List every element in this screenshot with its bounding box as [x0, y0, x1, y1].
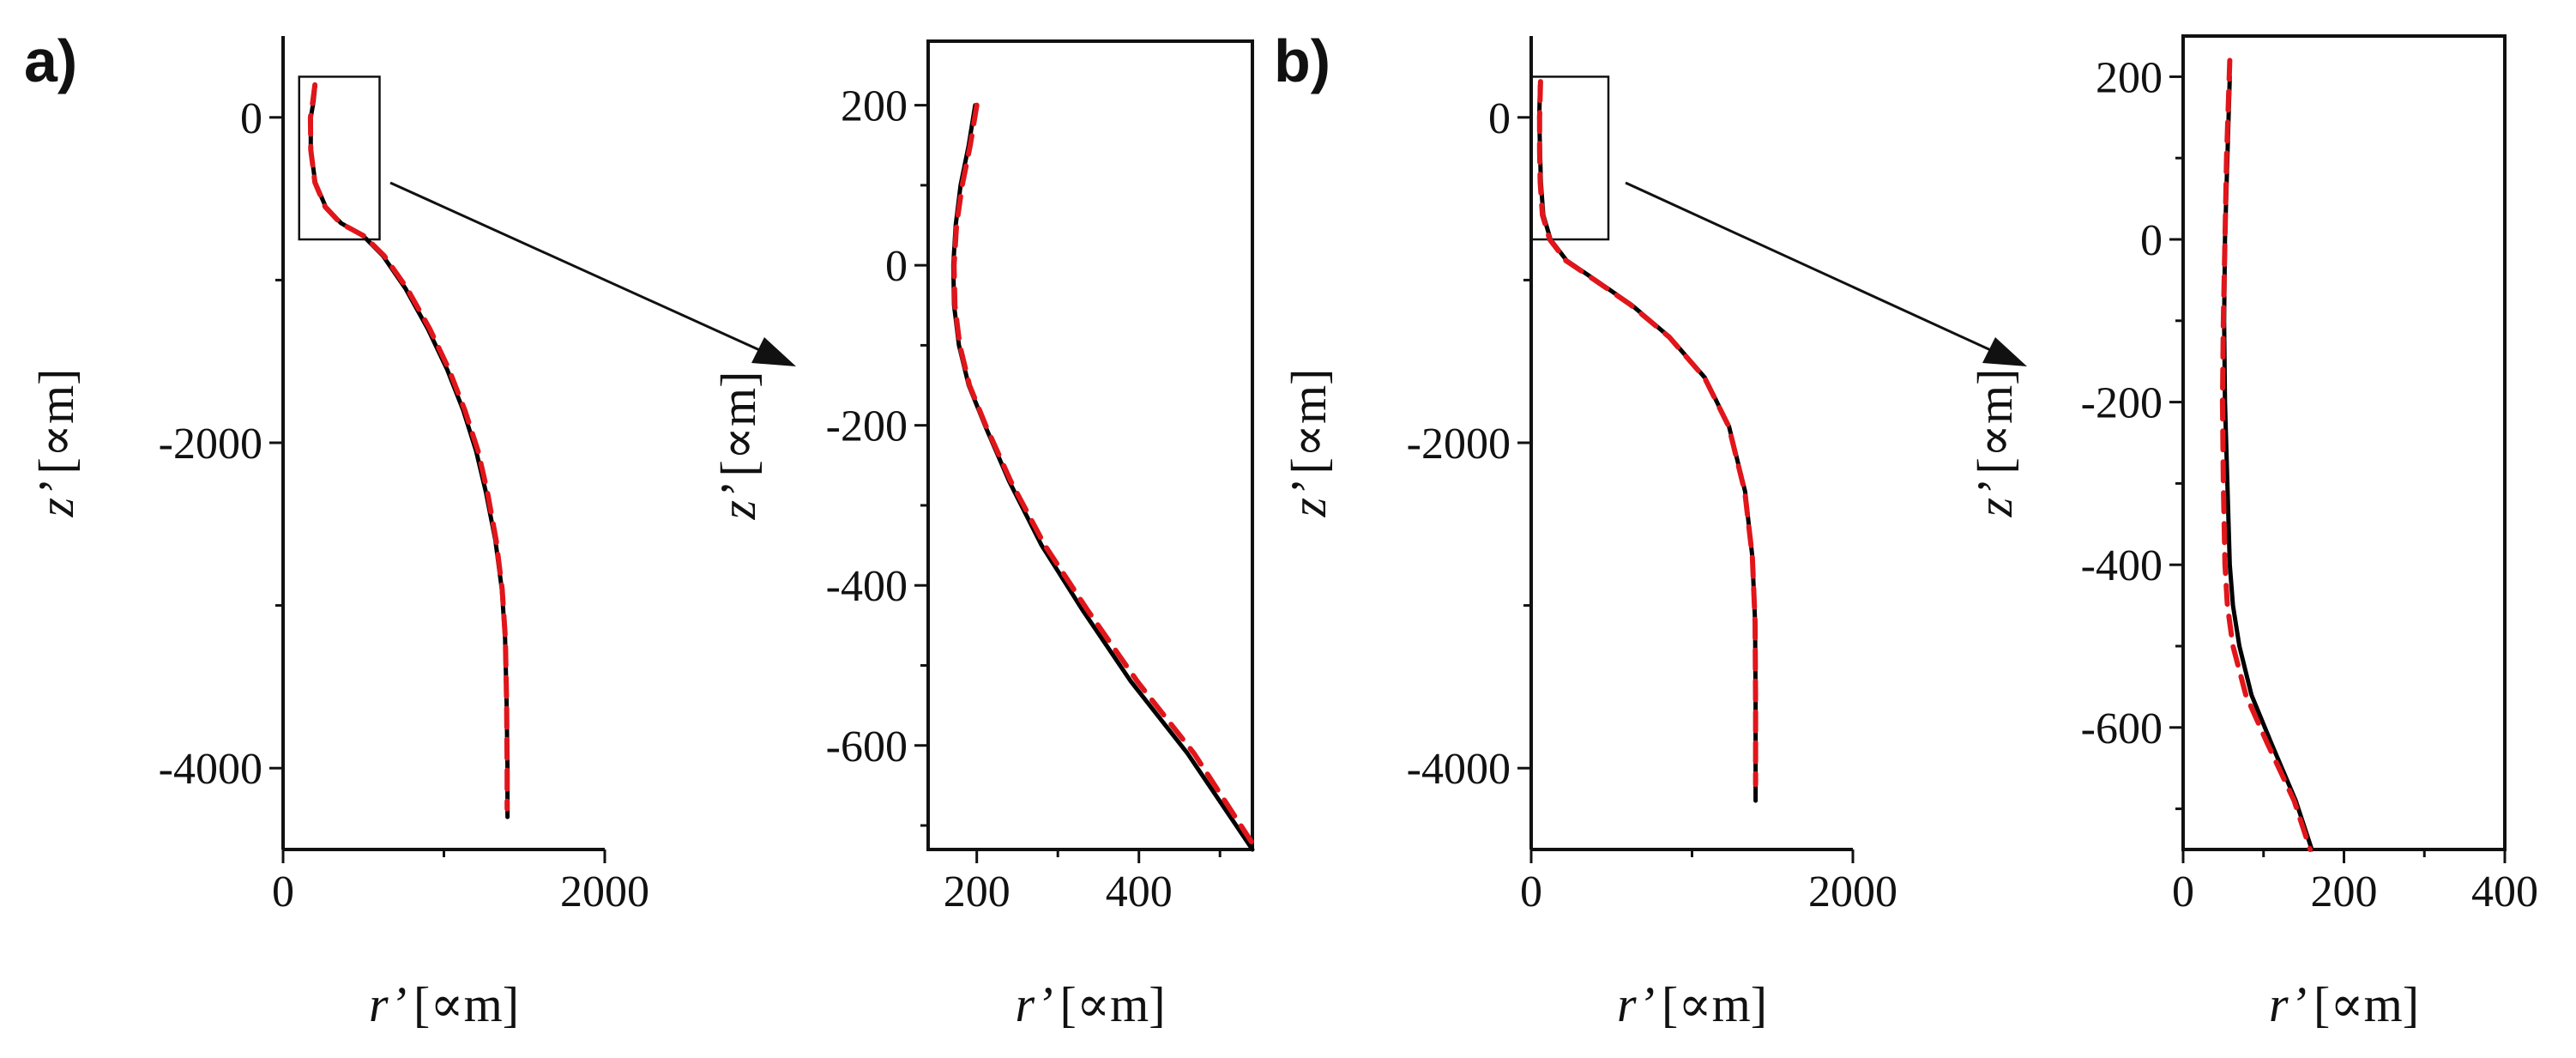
y-tick-label: 0 [240, 94, 262, 143]
x-tick-label: 2000 [1808, 868, 1897, 916]
y-axis-unit: [∝m] [28, 369, 84, 475]
x-axis-var: r’ [2269, 976, 2307, 1032]
x-axis-label: r’ [∝m] [1617, 976, 1767, 1032]
x-axis-label: r’ [∝m] [1015, 976, 1165, 1032]
y-axis-label: z’ [∝m] [1967, 369, 2023, 518]
y-tick-label: -2000 [159, 420, 262, 469]
x-tick-label: 0 [272, 868, 294, 916]
y-tick-label: -200 [2081, 379, 2163, 428]
y-tick-label: 0 [2140, 216, 2163, 265]
y-axis-var: z’ [1967, 481, 2023, 518]
x-axis-unit: [∝m] [1060, 976, 1166, 1032]
series-fit-line [1536, 79, 1759, 788]
x-axis-unit: [∝m] [1662, 976, 1767, 1032]
y-tick-label: 0 [885, 242, 908, 291]
series-fit-line [307, 82, 510, 812]
y-tick-label: -400 [826, 562, 908, 611]
y-axis-label: z’ [∝m] [710, 372, 766, 521]
y-axis-label: z’ [∝m] [1281, 369, 1336, 518]
x-axis-var: r’ [1015, 976, 1053, 1032]
x-tick-label: 2000 [560, 868, 649, 916]
y-axis-unit: [∝m] [1967, 369, 2023, 475]
x-tick-label: 400 [2471, 868, 2538, 916]
y-tick-label: -200 [826, 402, 908, 451]
series-measured-line [950, 103, 1255, 852]
zoom-arrow-b [1625, 181, 2027, 366]
x-axis-label: r’ [∝m] [369, 976, 519, 1032]
x-tick-label: 0 [1520, 868, 1542, 916]
y-tick-label: 200 [841, 82, 908, 131]
panel-label-a: a) [24, 27, 77, 94]
y-tick-label: -2000 [1407, 420, 1511, 469]
y-tick-label: -4000 [1407, 745, 1511, 794]
x-tick-label: 200 [2311, 868, 2378, 916]
plot-frame [926, 39, 1254, 851]
series-fit-line [951, 102, 1259, 852]
y-tick-label: 0 [1488, 94, 1511, 143]
y-axis-unit: [∝m] [1281, 369, 1336, 475]
y-tick-label: -400 [2081, 541, 2163, 590]
x-axis-var: r’ [1617, 976, 1655, 1032]
x-axis-unit: [∝m] [2314, 976, 2419, 1032]
x-tick-label: 400 [1106, 868, 1173, 916]
y-tick-label: -600 [826, 722, 908, 771]
y-axis-var: z’ [710, 484, 766, 521]
y-axis-var: z’ [1281, 481, 1336, 518]
y-axis-var: z’ [28, 481, 84, 518]
y-tick-label: -4000 [159, 745, 262, 794]
series-measured-line [2222, 74, 2314, 852]
x-tick-label: 200 [944, 868, 1010, 916]
plot-frame [2181, 34, 2507, 851]
y-axis-label: z’ [∝m] [28, 369, 84, 518]
x-tick-label: 0 [2172, 868, 2194, 916]
zoom-region-box [1529, 76, 1610, 241]
zoom-region-box [298, 76, 381, 241]
panel-label-b: b) [1274, 27, 1330, 94]
x-axis-unit: [∝m] [413, 976, 519, 1032]
x-axis-label: r’ [∝m] [2269, 976, 2419, 1032]
y-tick-label: -600 [2081, 704, 2163, 753]
zoom-arrow-a [389, 181, 796, 366]
y-axis-unit: [∝m] [710, 372, 766, 477]
series-fit-line [2219, 57, 2314, 852]
y-tick-label: 200 [2096, 53, 2163, 102]
x-axis-var: r’ [369, 976, 407, 1032]
